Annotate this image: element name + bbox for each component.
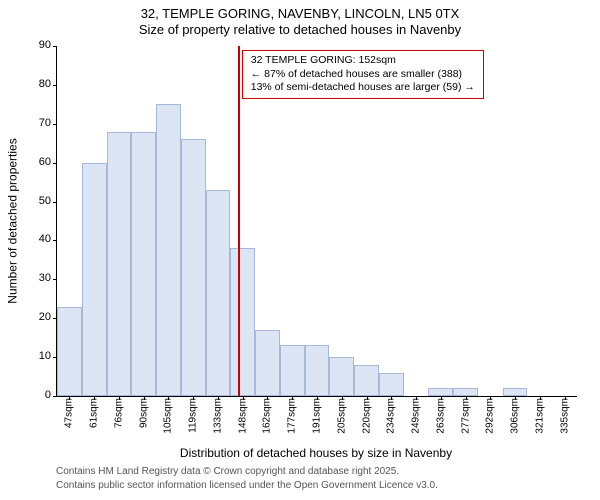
marker-line: [238, 46, 240, 396]
histogram-bar: [82, 163, 107, 396]
footer-line2: Contains public sector information licen…: [56, 480, 438, 491]
annotation-line1: 32 TEMPLE GORING: 152sqm: [251, 54, 475, 68]
footer-line1: Contains HM Land Registry data © Crown c…: [56, 466, 399, 477]
histogram-bar: [305, 345, 330, 396]
annotation-line2: ← 87% of detached houses are smaller (38…: [251, 68, 475, 82]
x-tick-label: 148sqm: [237, 398, 248, 434]
x-tick-label: 306sqm: [510, 398, 521, 434]
histogram-bar: [379, 373, 404, 396]
histogram-bar: [131, 132, 156, 396]
x-tick-label: 177sqm: [287, 398, 298, 434]
histogram-bar: [255, 330, 280, 396]
x-tick-label: 249sqm: [411, 398, 422, 434]
x-tick-label: 321sqm: [534, 398, 545, 434]
histogram-bar: [181, 139, 206, 396]
x-tick-label: 292sqm: [485, 398, 496, 434]
x-tick-label: 335sqm: [559, 398, 570, 434]
chart-title-line2: Size of property relative to detached ho…: [0, 22, 600, 37]
x-axis-label: Distribution of detached houses by size …: [56, 446, 576, 460]
histogram-bar: [156, 104, 181, 396]
histogram-bar: [107, 132, 132, 396]
histogram-bar: [57, 307, 82, 396]
y-axis-label: Number of detached properties: [6, 46, 20, 396]
x-tick-label: 76sqm: [113, 398, 124, 428]
annotation-line3: 13% of semi-detached houses are larger (…: [251, 81, 475, 95]
x-tick-label: 61sqm: [89, 398, 100, 428]
histogram-bar: [206, 190, 231, 396]
histogram-bar: [329, 357, 354, 396]
x-tick-label: 234sqm: [386, 398, 397, 434]
x-tick-label: 191sqm: [312, 398, 323, 434]
x-tick-label: 90sqm: [138, 398, 149, 428]
x-tick-label: 162sqm: [262, 398, 273, 434]
x-tick-label: 47sqm: [64, 398, 75, 428]
histogram-bar: [503, 388, 528, 396]
x-tick-label: 220sqm: [361, 398, 372, 434]
histogram-bar: [428, 388, 453, 396]
histogram-bar: [354, 365, 379, 396]
x-tick-label: 133sqm: [212, 398, 223, 434]
x-tick-label: 105sqm: [163, 398, 174, 434]
chart-title-line1: 32, TEMPLE GORING, NAVENBY, LINCOLN, LN5…: [0, 6, 600, 21]
x-tick-label: 119sqm: [188, 398, 199, 433]
x-tick-label: 277sqm: [460, 398, 471, 434]
histogram-bar: [453, 388, 478, 396]
histogram-bar: [230, 248, 255, 396]
x-tick-label: 263sqm: [435, 398, 446, 434]
plot-area: 010203040506070809047sqm61sqm76sqm90sqm1…: [56, 46, 577, 397]
x-tick-label: 205sqm: [336, 398, 347, 434]
histogram-bar: [280, 345, 305, 396]
annotation-box: 32 TEMPLE GORING: 152sqm← 87% of detache…: [242, 50, 484, 99]
